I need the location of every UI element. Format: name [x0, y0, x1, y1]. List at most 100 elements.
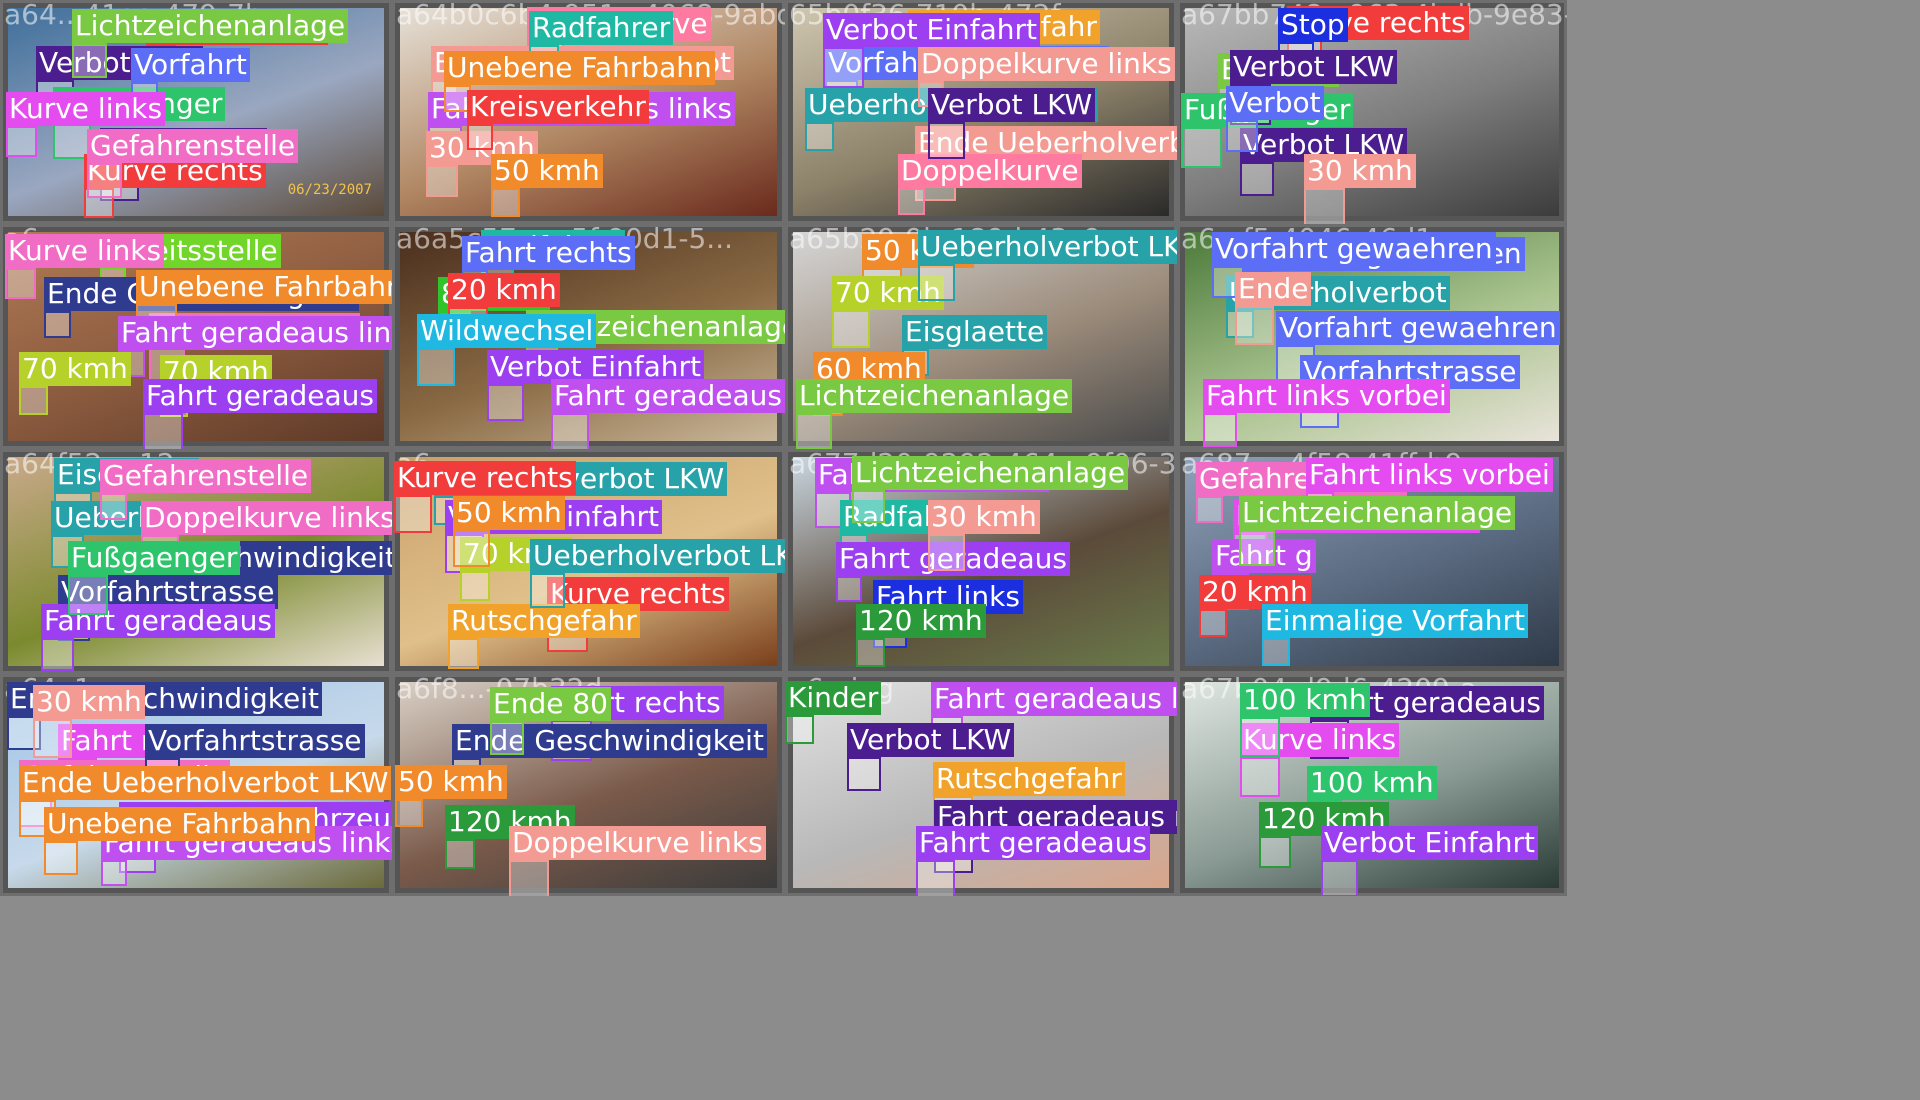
detection: 30 kmh	[928, 500, 1040, 571]
detection-label: Verbot	[1226, 86, 1324, 120]
sign-bounding-box	[460, 571, 490, 601]
sign-bounding-box	[490, 721, 524, 755]
sign-bounding-box	[394, 495, 432, 533]
sign-bounding-box	[87, 163, 122, 198]
sign-bounding-box	[467, 124, 493, 150]
detection-label: Doppelkurve links	[918, 47, 1175, 81]
detection-label: Fahrt links vorbei	[1306, 458, 1553, 492]
sign-bounding-box	[805, 122, 834, 151]
detection-label: Ende 80	[490, 687, 611, 721]
result-tile: a65b29-9b-189d-43c9-a...50 kmh70 kmhEisg…	[785, 224, 1177, 449]
detection: Kurve links	[1240, 723, 1400, 797]
sign-bounding-box	[916, 860, 955, 896]
detection: 50 kmh	[453, 496, 565, 567]
detection: Unebene Fahrbahn	[136, 270, 392, 345]
sign-bounding-box	[1240, 757, 1280, 797]
detection-label: Vorfahrt gewaehren	[1212, 232, 1496, 266]
detection: Fahrt geradeaus	[551, 379, 785, 449]
detection-label: Einmalige Vorfahrt	[1262, 604, 1528, 638]
detection-label: Verbot Einfahrt	[823, 13, 1040, 47]
detection-label: Fahrt links vorbei	[1203, 379, 1450, 413]
detection: Verbot Einfahrt	[487, 350, 704, 421]
sign-bounding-box	[1181, 127, 1222, 168]
detection: Kinder	[785, 681, 882, 744]
detection-label: Fahrt geradeaus links	[118, 316, 392, 350]
sign-bounding-box	[44, 841, 78, 875]
sign-bounding-box	[836, 576, 862, 602]
sign-bounding-box	[395, 799, 423, 827]
result-tile: a677d20-9292-464e-9f06-38a67e...Fahrt ge…	[785, 449, 1177, 674]
detection: Verbot Einfahrt	[1321, 826, 1538, 896]
sign-bounding-box	[41, 638, 74, 671]
result-tile: a6a5c57...-a5f-90d1-5...Radfahrer80 kmhL…	[392, 224, 785, 449]
sign-bounding-box	[143, 413, 183, 449]
sign-bounding-box	[1235, 306, 1274, 345]
detection-label: Doppelkurve	[898, 154, 1082, 188]
detection-label: 30 kmh	[33, 685, 145, 719]
detection-label: Lichtzeichenanlage	[796, 379, 1073, 413]
detection-label: Lichtzeichenanlage	[852, 456, 1129, 490]
detection-label: Unebene Fahrbahn	[44, 807, 315, 841]
detection-label: 70 kmh	[19, 352, 131, 386]
sign-bounding-box	[823, 47, 864, 88]
detection-label: Kinder	[785, 681, 882, 715]
sign-bounding-box	[101, 860, 127, 886]
sign-bounding-box	[1239, 530, 1275, 566]
sign-bounding-box	[1199, 609, 1227, 637]
detection: Fahrt geradeaus	[916, 826, 1150, 896]
sign-bounding-box	[509, 860, 549, 896]
detection-label: Wildwechsel	[417, 314, 597, 348]
detection-label: Kurve links	[5, 234, 165, 268]
detection: Doppelkurve	[898, 154, 1082, 215]
detection-label: Lichtzeichenanlage	[1239, 496, 1516, 530]
detection-label: 30 kmh	[1304, 154, 1416, 188]
detection-label: Gefahrenstelle	[87, 129, 299, 163]
detection-label: 50 kmh	[491, 154, 603, 188]
detection-label: Kurve rechts	[394, 461, 576, 495]
sign-bounding-box	[1321, 860, 1358, 896]
result-tile: a67bb748-c963-4bdb-9e83-79...Kurve recht…	[1177, 0, 1567, 224]
result-tile: a64b0c6b4-951c-4068-9abd-ded5b...Doppelk…	[392, 0, 785, 224]
detection-label: Vorfahrtstrasse	[145, 724, 365, 758]
sign-bounding-box	[551, 413, 589, 449]
sign-bounding-box	[1259, 836, 1291, 868]
detection: 70 kmh	[832, 276, 944, 348]
detection-label: Verbot LKW	[1230, 50, 1398, 84]
sign-bounding-box	[1203, 413, 1237, 447]
sign-bounding-box	[68, 575, 108, 615]
detection: Doppelkurve links	[509, 826, 766, 896]
detection-label: Eisglaette	[902, 315, 1048, 349]
detection-label: Rutschgefahr	[448, 604, 640, 638]
detection-label: Vorfahrtstrasse	[58, 575, 278, 609]
detection-label: Verbot Einfahrt	[1321, 826, 1538, 860]
detection-label: 30 kmh	[928, 500, 1040, 534]
detection-label: Rutschgefahr	[933, 762, 1125, 796]
detection-label: Unebene Fahrbahn	[444, 51, 715, 85]
sign-bounding-box	[84, 188, 114, 218]
detection: Fahrt links vorbei	[1203, 379, 1450, 447]
detection-label: Radfahrer	[529, 11, 674, 45]
detection-label: 20 kmh	[448, 273, 560, 307]
sign-bounding-box	[417, 348, 455, 386]
sign-bounding-box	[1240, 717, 1280, 757]
detection-label: Fahrt geradeaus	[916, 826, 1150, 860]
sign-bounding-box	[832, 310, 870, 348]
detection: Ueberholverbot LKW	[530, 539, 785, 608]
sign-bounding-box	[426, 165, 458, 197]
detection: Verbot LKW	[847, 723, 1015, 791]
detection: Lichtzeichenanlage	[72, 9, 349, 78]
detection: Gefahrenstelle	[100, 459, 312, 520]
detection-label: Fahrt geradeaus	[143, 379, 377, 413]
detection-label: Ueberholverbot LKW	[530, 539, 785, 573]
result-tile: a687...-4f58-41ff-b9...GefahrenstelleFah…	[1177, 449, 1567, 674]
detection-label: Fahrt geradeaus	[41, 604, 275, 638]
detection-label: 20 kmh	[1199, 575, 1311, 609]
detection-label: Ende Geschwindigkeit	[452, 724, 767, 758]
detection-label: Kurve links	[6, 92, 166, 126]
detection: Fußgaenger	[68, 541, 241, 615]
sign-bounding-box	[928, 122, 965, 159]
sign-bounding-box	[53, 121, 91, 159]
detection: 70 kmh	[19, 352, 131, 415]
